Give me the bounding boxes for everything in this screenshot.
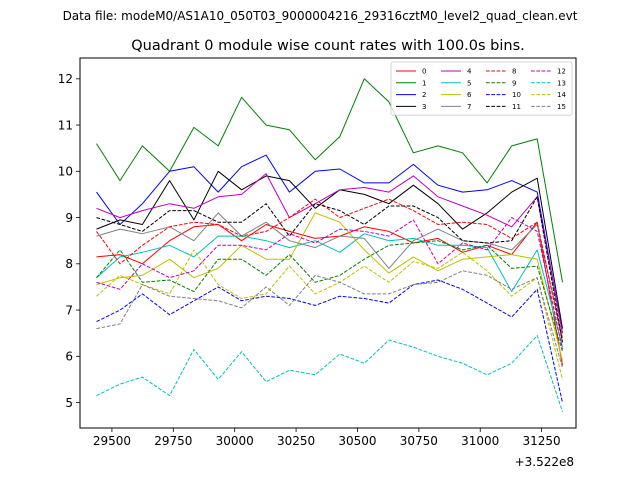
y-tick-label: 8 (65, 257, 73, 271)
y-tick-label: 5 (65, 396, 73, 410)
series-line-4 (96, 173, 563, 334)
series-line-15 (96, 270, 563, 369)
series-line-11 (96, 196, 563, 343)
legend-box (390, 61, 573, 116)
series-line-12 (96, 217, 563, 350)
legend-label-5: 5 (467, 79, 471, 87)
x-tick-label: 30000 (216, 434, 254, 448)
legend-label-1: 1 (422, 79, 426, 87)
series-line-13 (96, 335, 563, 412)
legend-label-4: 4 (467, 68, 472, 76)
legend-label-13: 13 (557, 79, 566, 87)
x-tick-label: 29750 (154, 434, 192, 448)
y-tick-label: 12 (58, 72, 73, 86)
series-line-14 (96, 249, 563, 380)
x-axis-offset-label: +3.522e8 (515, 455, 574, 469)
series-line-5 (96, 233, 563, 348)
legend-label-12: 12 (557, 68, 566, 76)
legend-label-3: 3 (422, 103, 426, 111)
series-line-3 (96, 170, 563, 329)
series-line-2 (96, 154, 563, 334)
x-tick-label: 29500 (93, 434, 131, 448)
y-tick-label: 7 (65, 303, 73, 317)
x-tick-label: 30750 (400, 434, 438, 448)
legend-label-11: 11 (512, 103, 521, 111)
legend-label-15: 15 (557, 103, 566, 111)
legend-label-9: 9 (512, 79, 516, 87)
legend-label-10: 10 (512, 91, 521, 99)
legend-label-8: 8 (512, 68, 516, 76)
x-tick-label: 30250 (277, 434, 315, 448)
y-tick-label: 11 (58, 118, 73, 132)
y-tick-label: 6 (65, 350, 73, 364)
y-tick-label: 10 (58, 165, 73, 179)
legend-label-0: 0 (422, 68, 426, 76)
x-tick-label: 30500 (338, 434, 376, 448)
plot-background (80, 58, 576, 428)
series-line-8 (96, 198, 563, 343)
series-line-6 (96, 212, 563, 362)
y-tick-label: 9 (65, 211, 73, 225)
legend-label-6: 6 (467, 91, 472, 99)
legend-label-7: 7 (467, 103, 471, 111)
x-tick-label: 31000 (461, 434, 499, 448)
axes: 29500 29750 30000 30250 30500 30750 31000 31250… (58, 57, 577, 448)
figure-suptitle: Data file: modeM0/AS1A10_050T03_90000042… (63, 9, 578, 23)
legend-label-2: 2 (422, 91, 426, 99)
chart-title: Quadrant 0 module wise count rates with … (131, 38, 525, 54)
series-line-10 (96, 279, 563, 403)
axes-frame (79, 57, 577, 429)
plot-area (80, 58, 576, 428)
x-tick-label: 31250 (523, 434, 561, 448)
series-line-1 (96, 78, 563, 283)
legend-label-14: 14 (557, 91, 566, 99)
